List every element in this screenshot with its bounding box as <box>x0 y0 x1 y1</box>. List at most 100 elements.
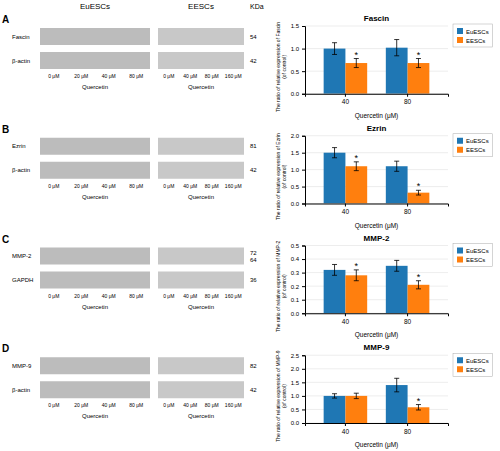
concentration-label: 40 μM <box>183 183 197 189</box>
concentration-label: 80 μM <box>205 73 219 79</box>
concentration-label: 80 μM <box>205 183 219 189</box>
panel: AFascin54β-actin420 μM20 μM40 μM80 μMQue… <box>2 14 493 120</box>
y-tick-label: 1.0 <box>291 393 300 399</box>
column-header: EESCs <box>188 2 214 11</box>
tick-mark <box>302 187 305 188</box>
blot: DMMP-982β-actin420 μM20 μM40 μM80 μMQuer… <box>2 343 257 419</box>
error-bar <box>394 161 399 171</box>
error-bar <box>332 43 337 55</box>
bar <box>386 266 408 313</box>
annotation: * <box>417 181 421 191</box>
concentration-label: 40 μM <box>102 73 116 79</box>
blot-band <box>158 272 244 289</box>
concentration-label: 80 μM <box>129 293 143 299</box>
error-bar <box>394 378 399 392</box>
annotation: * <box>355 50 359 60</box>
y-tick: 1.5 <box>291 150 305 156</box>
error-bar <box>354 270 359 281</box>
y-tick: 2.0 <box>291 133 305 139</box>
tick-mark <box>302 153 305 154</box>
x-tick: 40 <box>342 313 350 325</box>
treatment-label: Quercetin <box>188 413 214 419</box>
legend-label: EuESCs <box>466 138 489 144</box>
x-axis-title: Quercetin (μM) <box>355 222 398 230</box>
tick-mark <box>302 409 305 410</box>
chart-title: Ezrin <box>367 124 387 133</box>
legend-swatch <box>457 28 463 34</box>
blot-band <box>40 248 150 265</box>
x-axis: 40 80 <box>306 313 449 325</box>
grid <box>305 355 448 423</box>
y-tick-label: 0.1 <box>291 297 300 303</box>
x-tick-label: 80 <box>404 428 412 435</box>
concentration-label: 0 μM <box>48 73 59 79</box>
chart-title: MMP-2 <box>364 234 390 243</box>
chart: 0.00.51.01.52.04080**EzrinQuercetin (μM)… <box>275 124 493 230</box>
legend-label: EuESCs <box>466 248 489 254</box>
legend-swatch <box>457 366 463 372</box>
concentration-label: 0 μM <box>163 293 174 299</box>
x-tick: 80 <box>404 94 412 106</box>
chart: 0.00.10.20.30.40.54080**MMP-2Quercetin (… <box>275 234 493 340</box>
legend-label: EESCs <box>466 257 485 263</box>
x-axis-title: Quercetin (μM) <box>355 441 398 449</box>
y-tick: 1.5 <box>291 380 305 386</box>
plot: 0.00.51.01.52.04080** <box>291 133 449 215</box>
kda-label: 81 <box>250 143 257 149</box>
kda-label: 36 <box>250 277 257 283</box>
panel: BEzrin81β-actin420 μM20 μM40 μM80 μMQuer… <box>2 124 493 230</box>
concentration-label: 0 μM <box>48 402 59 408</box>
series <box>324 378 408 423</box>
panel-label: D <box>2 343 9 354</box>
axis-line <box>306 314 449 317</box>
series <box>345 393 429 423</box>
y-tick-label: 2.0 <box>291 133 300 139</box>
error-bar <box>354 59 359 68</box>
tick-mark <box>302 170 305 171</box>
concentration-label: 40 μM <box>102 183 116 189</box>
y-tick: 2.0 <box>291 366 305 372</box>
concentration-label: 40 μM <box>183 73 197 79</box>
kda-label: 82 <box>250 363 257 369</box>
blot-row-label: MMP-2 <box>12 253 32 259</box>
y-tick-label: 2.0 <box>291 366 300 372</box>
column-header: EuESCs <box>80 2 110 11</box>
blot-row-label: β-actin <box>12 387 30 393</box>
blot: AFascin54β-actin420 μM20 μM40 μM80 μMQue… <box>2 14 257 90</box>
tick-mark <box>302 382 305 383</box>
blot-row-label: β-actin <box>12 58 30 64</box>
y-tick-label: 0.4 <box>291 256 300 262</box>
legend-swatch <box>457 357 463 363</box>
blot-header: EuESCsEESCsKDa <box>80 2 264 11</box>
kda-label: 42 <box>250 167 257 173</box>
concentration-label: 40 μM <box>183 402 197 408</box>
grid-line <box>305 245 448 246</box>
y-tick-label: 1.5 <box>291 23 300 29</box>
bar <box>345 166 367 203</box>
concentration-label: 160 μM <box>225 73 242 79</box>
x-tick-label: 40 <box>342 318 350 325</box>
grid <box>305 136 448 204</box>
x-tick: 80 <box>404 204 412 216</box>
blot-band <box>40 272 150 289</box>
error-bar <box>332 394 337 398</box>
tick-mark <box>302 313 305 314</box>
y-tick-label: 0.5 <box>291 243 300 249</box>
legend-frame <box>453 134 493 157</box>
x-axis: 40 80 <box>306 423 449 435</box>
blot-band <box>158 357 244 374</box>
bar <box>324 270 346 313</box>
blot-band <box>158 381 244 398</box>
y-tick: 0.1 <box>291 297 305 303</box>
x-tick: 80 <box>404 313 412 325</box>
annotation: * <box>417 396 421 406</box>
y-tick: 2.5 <box>291 353 305 359</box>
tick-mark <box>302 71 305 72</box>
axis-line <box>306 94 449 97</box>
axis-line <box>302 356 306 424</box>
treatment-label: Quercetin <box>82 413 108 419</box>
y-tick: 0.2 <box>291 284 305 290</box>
x-tick: 40 <box>342 423 350 435</box>
y-tick: 0.0 <box>291 311 305 317</box>
tick-mark <box>407 313 408 316</box>
